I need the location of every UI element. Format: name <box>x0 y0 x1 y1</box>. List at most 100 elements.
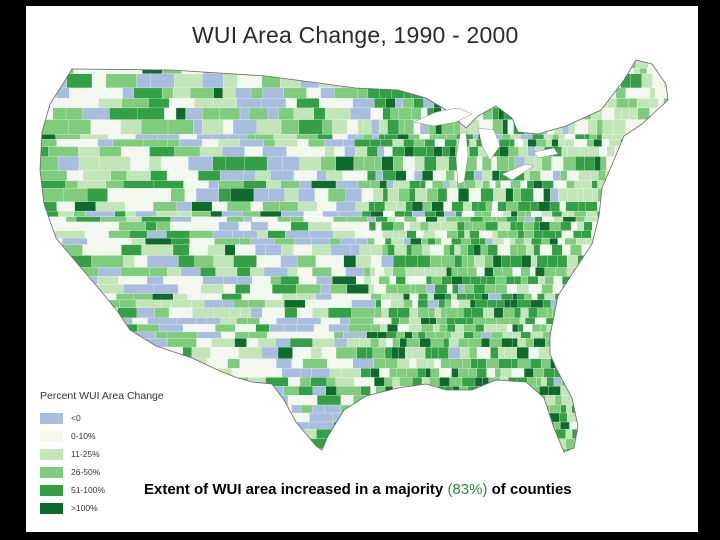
county-cell <box>178 139 203 148</box>
county-cell <box>581 438 591 450</box>
county-cell <box>502 210 512 218</box>
county-cell <box>403 237 411 246</box>
county-cell <box>510 180 522 189</box>
county-cell <box>489 180 496 189</box>
county-cell <box>317 134 334 140</box>
county-cell <box>389 368 398 378</box>
county-cell <box>661 331 668 339</box>
legend-label: 11-25% <box>71 449 100 459</box>
county-cell <box>492 438 501 450</box>
county-cell <box>230 188 255 203</box>
county-cell <box>429 404 442 414</box>
county-cell <box>547 255 558 268</box>
county-cell <box>576 338 586 348</box>
county-cell <box>330 244 351 256</box>
county-cell <box>405 267 416 277</box>
county-cell <box>266 180 282 189</box>
county-cell <box>474 293 483 301</box>
county-cell <box>665 139 668 148</box>
county-cell <box>334 146 346 158</box>
county-cell <box>350 412 374 423</box>
county-cell <box>658 210 666 218</box>
county-cell <box>398 230 408 239</box>
county-cell <box>626 293 635 301</box>
county-cell <box>397 284 411 295</box>
county-cell <box>254 244 266 256</box>
county-cell <box>340 395 354 406</box>
county-cell <box>480 188 494 203</box>
county-cell <box>66 98 80 109</box>
county-cell <box>533 188 545 203</box>
county-cell <box>624 216 636 223</box>
county-cell <box>373 60 382 62</box>
county-cell <box>576 299 588 309</box>
county-cell <box>449 244 456 256</box>
county-cell <box>309 412 334 423</box>
county-cell <box>599 73 611 89</box>
county-cell <box>315 293 333 301</box>
county-cell <box>544 267 557 277</box>
county-cell <box>648 358 662 369</box>
county-cell <box>56 307 78 319</box>
county-cell <box>392 230 400 239</box>
county-cell <box>613 119 627 135</box>
county-cell <box>550 448 557 452</box>
county-cell <box>159 324 184 333</box>
county-cell <box>255 324 270 333</box>
county-cell <box>253 368 274 378</box>
county-cell <box>408 188 416 203</box>
county-cell <box>435 210 445 218</box>
county-cell <box>467 244 474 256</box>
county-cell <box>329 299 353 309</box>
county-cell <box>554 429 567 440</box>
county-cell <box>403 386 417 396</box>
county-cell <box>660 284 668 295</box>
county-cell <box>561 395 574 406</box>
county-cell <box>460 244 469 256</box>
county-cell <box>425 60 435 69</box>
county-cell <box>312 404 325 414</box>
county-cell <box>280 244 295 256</box>
county-cell <box>377 146 385 158</box>
county-cell <box>381 293 392 301</box>
county-cell <box>457 68 469 75</box>
county-cell <box>194 255 215 268</box>
county-cell <box>584 429 598 440</box>
county-cell <box>452 284 459 295</box>
county-cell <box>440 358 451 369</box>
county-cell <box>599 358 608 369</box>
county-cell <box>525 210 532 218</box>
county-cell <box>459 386 469 396</box>
county-cell <box>40 119 69 135</box>
county-cell <box>409 284 417 295</box>
county-cell <box>502 119 509 135</box>
county-cell <box>478 448 487 452</box>
county-cell <box>563 139 575 148</box>
county-cell <box>370 324 381 333</box>
county-cell <box>466 317 474 325</box>
county-cell <box>445 307 459 319</box>
county-cell <box>615 87 627 99</box>
county-cell <box>209 377 225 387</box>
county-cell <box>225 156 246 172</box>
county-cell <box>375 267 385 277</box>
county-cell <box>40 267 67 277</box>
county-cell <box>179 210 193 218</box>
county-cell <box>455 438 464 450</box>
county-cell <box>459 429 471 440</box>
county-cell <box>337 358 354 369</box>
county-cell <box>297 188 316 203</box>
county-cell <box>381 255 394 268</box>
county-cell <box>416 395 428 406</box>
county-cell <box>370 338 380 348</box>
county-cell <box>618 60 625 69</box>
county-cell <box>430 368 440 378</box>
county-cell <box>172 358 195 369</box>
county-cell <box>483 324 498 333</box>
county-cell <box>247 395 269 406</box>
county-cell <box>498 139 511 148</box>
county-cell <box>665 338 668 348</box>
county-cell <box>533 230 544 239</box>
county-cell <box>153 284 179 295</box>
county-cell <box>114 210 127 218</box>
